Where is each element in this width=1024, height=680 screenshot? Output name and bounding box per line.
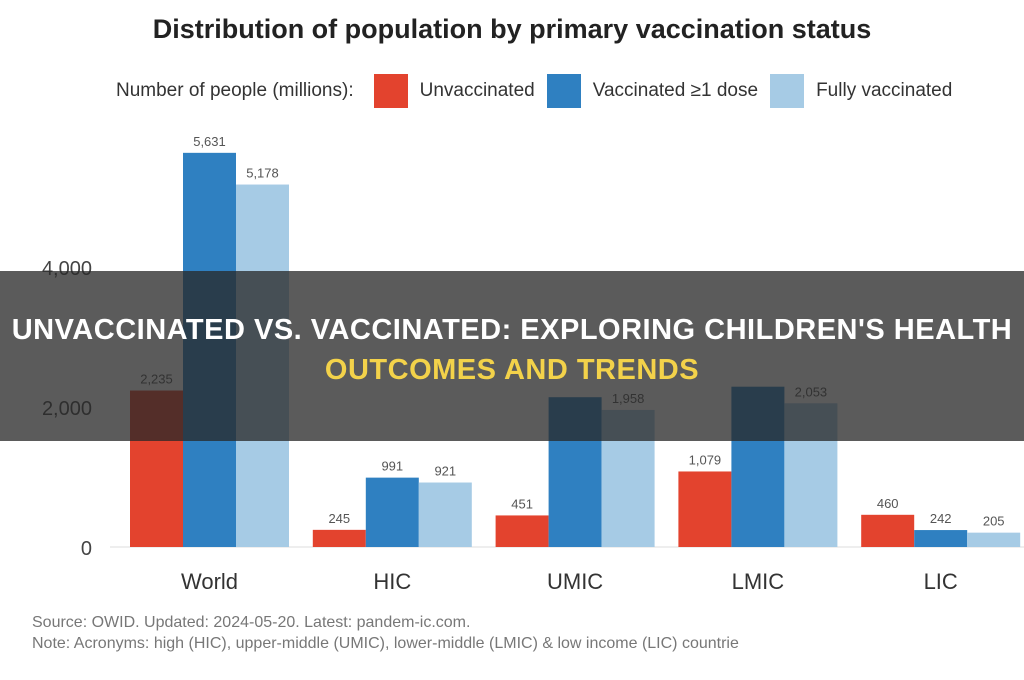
data-label: 991 [381, 459, 403, 474]
legend-label: Fully vaccinated [816, 80, 953, 101]
data-label: 5,631 [193, 134, 226, 149]
legend-title: Number of people (millions): [116, 80, 354, 101]
data-label: 1,079 [689, 452, 722, 467]
bar [418, 482, 472, 547]
data-label: 460 [877, 496, 899, 511]
headline-line-1: Unvaccinated Vs. Vaccinated: Exploring C… [11, 314, 1013, 346]
bar [861, 514, 915, 547]
data-label: 245 [328, 511, 350, 526]
bar [678, 471, 732, 547]
x-tick-label: UMIC [547, 569, 603, 594]
chart-title: Distribution of population by primary va… [152, 14, 872, 44]
bar [914, 530, 968, 547]
headline-line-2: Outcomes And Trends [324, 354, 700, 386]
bar [365, 477, 419, 547]
bar [967, 532, 1021, 547]
data-label: 205 [983, 514, 1005, 529]
data-label: 921 [434, 464, 456, 479]
y-tick-label: 0 [81, 538, 92, 560]
data-label: 242 [930, 511, 952, 526]
legend-swatch [546, 74, 581, 108]
headline-banner [0, 271, 1024, 441]
legend: Number of people (millions): Unvaccinate… [116, 74, 964, 108]
article-headline: Unvaccinated Vs. Vaccinated: Exploring C… [0, 310, 1024, 390]
legend-label: Unvaccinated [419, 80, 535, 101]
bar [495, 515, 549, 547]
source-note: Source: OWID. Updated: 2024-05-20. Lates… [32, 612, 739, 654]
data-label: 5,178 [246, 166, 279, 181]
source-line: Source: OWID. Updated: 2024-05-20. Lates… [32, 614, 471, 631]
data-label: 451 [511, 496, 533, 511]
x-tick-label: LMIC [732, 569, 785, 594]
x-tick-label: World [181, 569, 238, 594]
legend-item-fully-vaccinated: Fully vaccinated [770, 74, 952, 108]
legend-swatch [770, 74, 805, 108]
legend-item-vaccinated-1-dose: Vaccinated ≥1 dose [546, 74, 759, 108]
x-tick-label: HIC [373, 569, 411, 594]
legend-swatch [373, 74, 408, 108]
x-tick-label: LIC [924, 569, 958, 594]
bar [312, 529, 366, 547]
acronym-note: Note: Acronyms: high (HIC), upper-middle… [32, 635, 739, 652]
legend-item-unvaccinated: Unvaccinated [373, 74, 535, 108]
legend-label: Vaccinated ≥1 dose [592, 80, 759, 101]
